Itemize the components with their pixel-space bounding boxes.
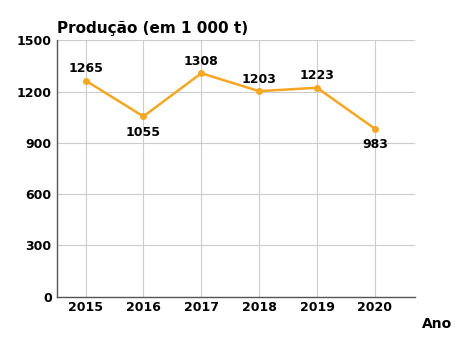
- X-axis label: Ano: Ano: [422, 317, 452, 331]
- Text: 1265: 1265: [68, 62, 103, 75]
- Text: 1203: 1203: [242, 73, 277, 86]
- Text: 983: 983: [362, 138, 388, 151]
- Text: Produção (em 1 000 t): Produção (em 1 000 t): [57, 22, 248, 36]
- Text: 1223: 1223: [300, 69, 335, 83]
- Text: 1055: 1055: [126, 126, 161, 139]
- Text: 1308: 1308: [184, 55, 219, 68]
